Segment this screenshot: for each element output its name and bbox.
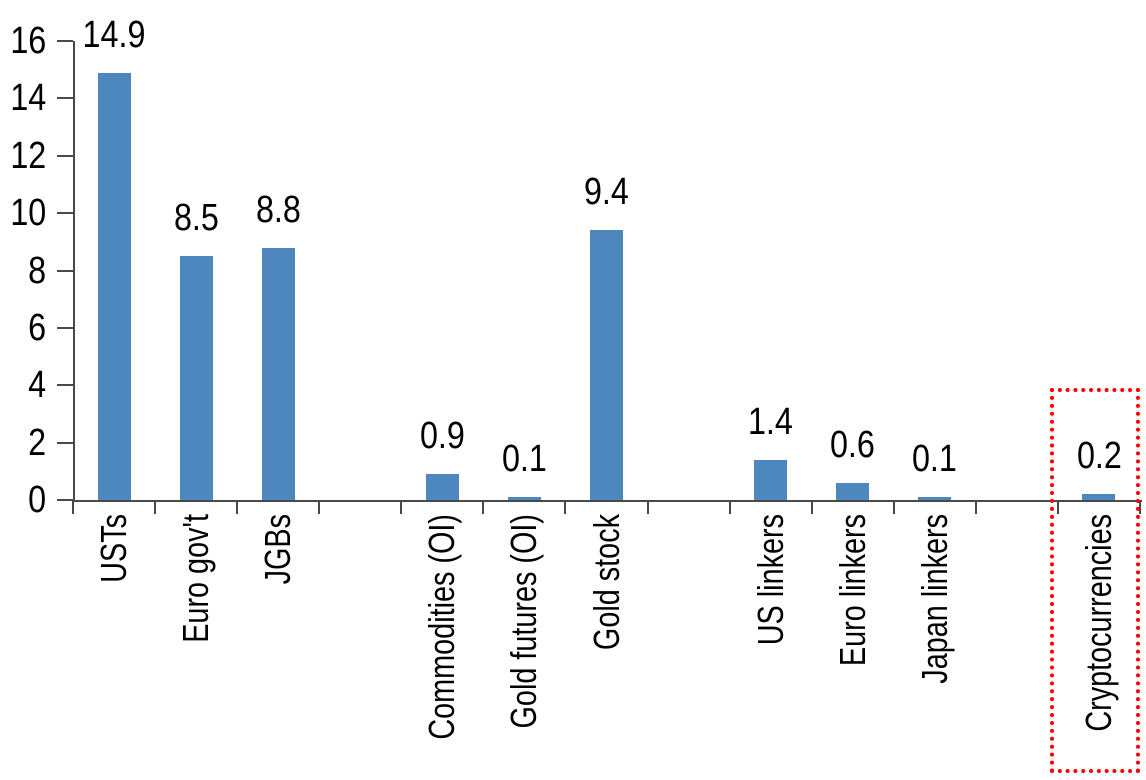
y-tick-label-text: 0	[28, 479, 46, 521]
y-tick-label: 0	[0, 480, 46, 520]
y-axis-tick	[57, 384, 73, 387]
bar-value-label-us-linkers: 1.4	[701, 402, 841, 442]
x-axis-tick	[646, 501, 649, 514]
category-label-jgbs-text: JGBs	[257, 514, 299, 585]
y-tick-label: 8	[0, 251, 46, 291]
bar-value-label-gold-futures-oi: 0.1	[454, 439, 594, 479]
category-label-gold-stock: Gold stock	[585, 514, 629, 650]
x-axis-tick	[400, 501, 403, 514]
x-axis-tick	[236, 501, 239, 514]
y-axis-tick	[57, 97, 73, 100]
x-axis-tick	[72, 501, 74, 514]
bar-value-label-commodities-oi: 0.9	[372, 416, 512, 456]
bar-value-label-jgbs-text: 8.8	[255, 188, 301, 231]
y-tick-label-text: 2	[28, 421, 46, 464]
bar-cryptocurrencies	[1082, 494, 1116, 500]
y-tick-label-text: 12	[10, 134, 46, 177]
bar-value-label-cryptocurrencies-text: 0.2	[1076, 435, 1122, 478]
bar-value-label-gold-futures-oi-text: 0.1	[501, 438, 547, 481]
bar-commodities-oi	[425, 474, 459, 500]
bar-value-label-euro-gov-t-text: 8.5	[173, 197, 219, 240]
x-axis-tick	[318, 501, 321, 514]
x-axis-tick	[564, 501, 567, 514]
x-axis-tick	[892, 501, 895, 514]
x-axis-tick	[974, 501, 977, 514]
y-tick-label: 16	[0, 21, 46, 61]
y-tick-label: 12	[0, 136, 46, 176]
category-label-euro-linkers: Euro linkers	[831, 514, 875, 666]
category-label-us-linkers-text: US linkers	[749, 514, 791, 646]
y-axis-tick	[57, 441, 73, 444]
y-tick-label: 10	[0, 193, 46, 233]
bar-euro-linkers	[836, 482, 870, 500]
x-axis-tick	[728, 501, 731, 514]
bar-value-label-usts: 14.9	[44, 15, 184, 55]
y-tick-label-text: 10	[10, 192, 46, 235]
bar-value-label-euro-linkers: 0.6	[783, 425, 923, 465]
bar-value-label-euro-linkers-text: 0.6	[830, 423, 876, 466]
x-axis-tick	[810, 501, 813, 514]
category-label-euro-gov-t: Euro gov't	[174, 514, 218, 643]
bar-value-label-japan-linkers: 0.1	[865, 439, 1005, 479]
y-tick-label-text: 8	[28, 249, 46, 292]
y-tick-label-text: 6	[28, 306, 46, 349]
bar-value-label-gold-stock-text: 9.4	[584, 171, 629, 214]
y-tick-label-text: 4	[28, 364, 46, 407]
x-axis-tick	[1139, 501, 1141, 514]
y-axis-tick	[57, 40, 73, 42]
category-label-euro-linkers-text: Euro linkers	[831, 514, 873, 667]
bar-euro-gov-t	[179, 256, 213, 500]
category-label-jgbs: JGBs	[256, 514, 300, 584]
category-label-commodities-oi-text: Commodities (OI)	[421, 514, 463, 740]
y-tick-label: 6	[0, 308, 46, 348]
bar-value-label-jgbs: 8.8	[208, 190, 348, 230]
bar-value-label-japan-linkers-text: 0.1	[912, 438, 958, 481]
category-label-commodities-oi: Commodities (OI)	[420, 514, 464, 740]
category-label-euro-gov-t-text: Euro gov't	[175, 514, 217, 643]
x-axis-tick	[482, 501, 485, 514]
y-axis-tick	[57, 212, 73, 215]
bar-value-label-usts-text: 14.9	[82, 13, 146, 56]
category-label-usts-text: USTs	[93, 514, 135, 583]
y-tick-label: 2	[0, 423, 46, 463]
y-tick-label: 14	[0, 78, 46, 118]
category-label-gold-stock-text: Gold stock	[585, 514, 627, 651]
bar-jgbs	[261, 247, 295, 500]
bar-usts	[97, 72, 131, 500]
bar-value-label-us-linkers-text: 1.4	[748, 400, 794, 443]
highlight-box	[1049, 388, 1140, 773]
y-tick-label-text: 14	[10, 77, 46, 120]
category-label-gold-futures-oi: Gold futures (OI)	[502, 514, 546, 728]
x-axis-tick	[1056, 501, 1059, 514]
y-axis-tick	[57, 269, 73, 272]
y-tick-label-text: 16	[10, 20, 46, 62]
bar-value-label-cryptocurrencies: 0.2	[1029, 436, 1146, 476]
y-axis-tick	[57, 326, 73, 329]
category-label-japan-linkers: Japan linkers	[913, 514, 957, 684]
bar-gold-futures-oi	[507, 497, 541, 500]
bar-value-label-gold-stock: 9.4	[537, 172, 677, 212]
category-label-japan-linkers-text: Japan linkers	[913, 514, 955, 684]
category-label-usts: USTs	[92, 514, 136, 583]
y-tick-label: 4	[0, 365, 46, 405]
bar-gold-stock	[590, 230, 623, 500]
x-axis-tick	[154, 501, 157, 514]
bar-value-label-euro-gov-t: 8.5	[126, 198, 266, 238]
category-label-us-linkers: US linkers	[749, 514, 793, 645]
y-axis-tick	[57, 154, 73, 157]
bar-value-label-commodities-oi-text: 0.9	[419, 415, 465, 458]
category-label-gold-futures-oi-text: Gold futures (OI)	[503, 514, 545, 729]
x-axis-line	[73, 500, 1142, 502]
bar-us-linkers	[754, 459, 788, 500]
bar-japan-linkers	[918, 497, 952, 500]
y-axis-tick	[57, 499, 73, 501]
y-axis-line	[73, 41, 75, 502]
